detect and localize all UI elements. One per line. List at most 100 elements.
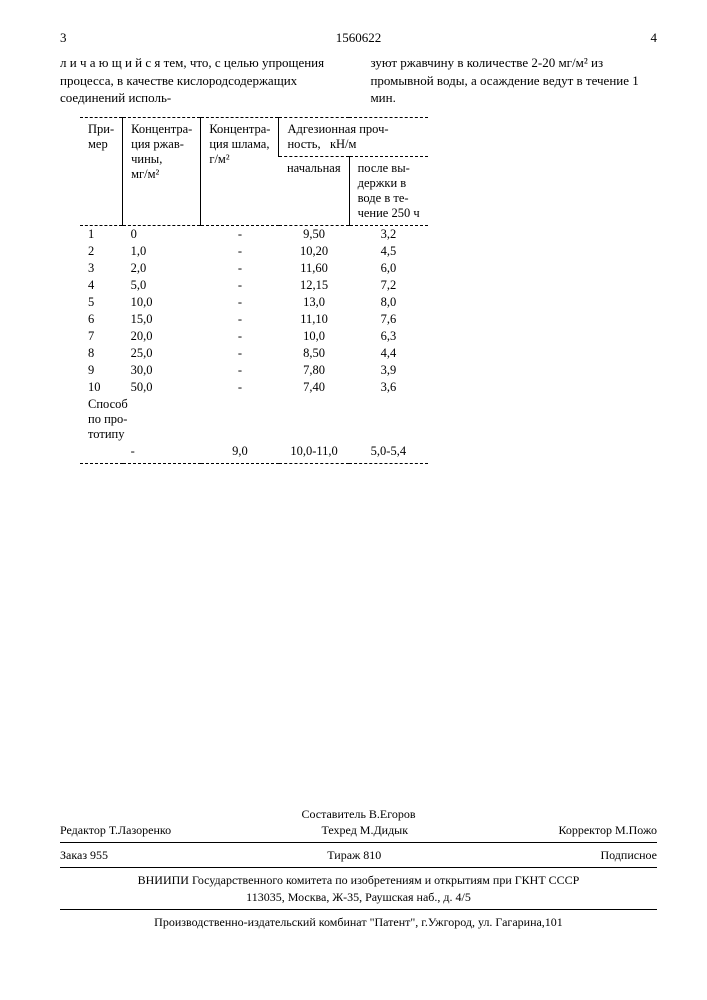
table-row: 825,0-8,504,4: [80, 345, 428, 362]
table-row: 930,0-7,803,9: [80, 362, 428, 379]
table-row-proto-label: Способ по про- тотипу: [80, 396, 428, 443]
cell-rust: 50,0: [123, 379, 201, 396]
order-number: Заказ 955: [60, 847, 108, 863]
cell-slime: -: [201, 243, 279, 260]
cell-slime: -: [201, 311, 279, 328]
corrector: Корректор М.Пожо: [558, 822, 657, 838]
th-rust: Концентра- ция ржав- чины, мг/м²: [123, 117, 201, 225]
cell-n: 10: [80, 379, 123, 396]
proto-label: Способ по про- тотипу: [80, 396, 428, 443]
th-adhesion-initial: начальная: [279, 156, 349, 225]
divider: [60, 867, 657, 868]
cell-rust: 5,0: [123, 277, 201, 294]
subscription: Подписное: [600, 847, 657, 863]
body-columns: л и ч а ю щ и й с я тем, что, с целью уп…: [60, 54, 657, 107]
cell-rust: 25,0: [123, 345, 201, 362]
cell-adh1: 8,0: [349, 294, 428, 311]
cell-rust: 2,0: [123, 260, 201, 277]
tirage: Тираж 810: [327, 847, 381, 863]
page-number-left: 3: [60, 30, 67, 46]
left-column-text: л и ч а ю щ и й с я тем, что, с целью уп…: [60, 54, 347, 107]
table-row: 1050,0-7,403,6: [80, 379, 428, 396]
cell-adh0: 9,50: [279, 225, 349, 243]
table-row: 720,0-10,06,3: [80, 328, 428, 345]
cell-n: 9: [80, 362, 123, 379]
footer-block: Составитель В.Егоров Редактор Т.Лазоренк…: [60, 806, 657, 930]
table-row: 32,0-11,606,0: [80, 260, 428, 277]
th-slime: Концентра- ция шлама, г/м²: [201, 117, 279, 225]
compiler: Составитель В.Егоров: [60, 806, 657, 822]
cell-adh1: 6,3: [349, 328, 428, 345]
credits-row: Редактор Т.Лазоренко Техред М.Дидык Корр…: [60, 822, 657, 838]
table-row: 21,0-10,204,5: [80, 243, 428, 260]
cell-n: 4: [80, 277, 123, 294]
cell-rust: 0: [123, 225, 201, 243]
cell-adh1: 3,9: [349, 362, 428, 379]
org-line-1: ВНИИПИ Государственного комитета по изоб…: [60, 872, 657, 888]
cell-slime: -: [201, 260, 279, 277]
table-body: 10-9,503,221,0-10,204,532,0-11,606,045,0…: [80, 225, 428, 463]
cell-n: 7: [80, 328, 123, 345]
cell-adh1: 5,0-5,4: [349, 443, 428, 464]
data-table: При- мер Концентра- ция ржав- чины, мг/м…: [80, 117, 428, 464]
tech-editor: Техред М.Дидык: [321, 822, 408, 838]
cell-slime: -: [201, 328, 279, 345]
cell-adh1: 3,2: [349, 225, 428, 243]
cell-adh0: 10,0-11,0: [279, 443, 349, 464]
cell-n: [80, 443, 123, 464]
patent-number: 1560622: [336, 30, 382, 46]
cell-rust: 10,0: [123, 294, 201, 311]
cell-adh0: 10,0: [279, 328, 349, 345]
cell-slime: 9,0: [201, 443, 279, 464]
cell-slime: -: [201, 294, 279, 311]
cell-adh0: 7,80: [279, 362, 349, 379]
cell-slime: -: [201, 345, 279, 362]
table-row: 10-9,503,2: [80, 225, 428, 243]
cell-adh1: 4,4: [349, 345, 428, 362]
divider: [60, 842, 657, 843]
editor: Редактор Т.Лазоренко: [60, 822, 171, 838]
th-example: При- мер: [80, 117, 123, 225]
org-addr-1: 113035, Москва, Ж-35, Раушская наб., д. …: [60, 889, 657, 905]
cell-adh0: 13,0: [279, 294, 349, 311]
cell-adh0: 11,60: [279, 260, 349, 277]
cell-rust: 15,0: [123, 311, 201, 328]
cell-slime: -: [201, 379, 279, 396]
right-column-text: зуют ржавчину в количестве 2-20 мг/м² из…: [370, 54, 657, 107]
cell-n: 2: [80, 243, 123, 260]
cell-adh1: 6,0: [349, 260, 428, 277]
table-row: 615,0-11,107,6: [80, 311, 428, 328]
divider: [60, 909, 657, 910]
cell-slime: -: [201, 277, 279, 294]
cell-rust: 20,0: [123, 328, 201, 345]
header-row: 3 1560622 4: [60, 30, 657, 46]
cell-adh1: 4,5: [349, 243, 428, 260]
cell-adh0: 12,15: [279, 277, 349, 294]
table-row: 510,0-13,08,0: [80, 294, 428, 311]
cell-adh0: 10,20: [279, 243, 349, 260]
cell-rust: 30,0: [123, 362, 201, 379]
cell-adh1: 3,6: [349, 379, 428, 396]
cell-adh0: 8,50: [279, 345, 349, 362]
table-row-proto: -9,010,0-11,05,0-5,4: [80, 443, 428, 464]
cell-n: 6: [80, 311, 123, 328]
org-line-2: Производственно-издательский комбинат "П…: [60, 914, 657, 930]
table-row: 45,0-12,157,2: [80, 277, 428, 294]
cell-rust: -: [123, 443, 201, 464]
page: 3 1560622 4 л и ч а ю щ и й с я тем, что…: [0, 0, 707, 484]
order-row: Заказ 955 Тираж 810 Подписное: [60, 847, 657, 863]
th-adhesion-after: после вы- держки в воде в те- чение 250 …: [349, 156, 428, 225]
cell-slime: -: [201, 225, 279, 243]
page-number-right: 4: [651, 30, 658, 46]
th-adhesion-group: Адгезионная проч- ность, кН/м: [279, 117, 428, 156]
cell-rust: 1,0: [123, 243, 201, 260]
cell-slime: -: [201, 362, 279, 379]
cell-adh0: 11,10: [279, 311, 349, 328]
cell-adh1: 7,2: [349, 277, 428, 294]
cell-n: 8: [80, 345, 123, 362]
cell-adh1: 7,6: [349, 311, 428, 328]
cell-n: 1: [80, 225, 123, 243]
cell-n: 3: [80, 260, 123, 277]
cell-adh0: 7,40: [279, 379, 349, 396]
cell-n: 5: [80, 294, 123, 311]
